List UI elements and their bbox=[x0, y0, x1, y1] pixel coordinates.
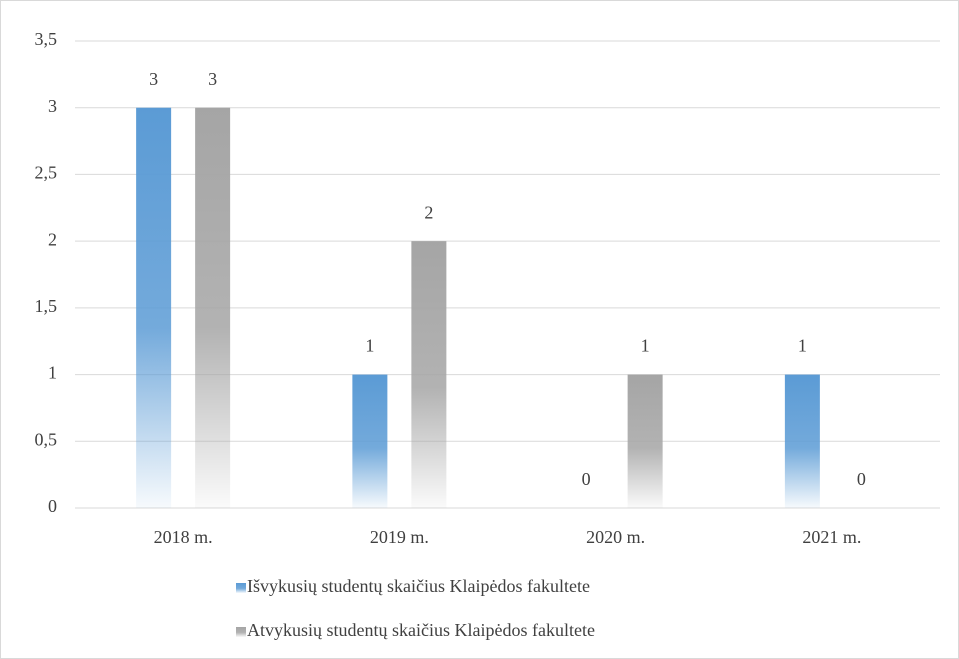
data-label: 0 bbox=[857, 469, 866, 489]
data-label: 0 bbox=[582, 469, 591, 489]
y-tick-label: 1,5 bbox=[35, 296, 58, 316]
bar bbox=[136, 107, 172, 508]
data-label: 3 bbox=[149, 69, 158, 89]
y-tick-label: 3 bbox=[48, 96, 57, 116]
legend-swatch bbox=[236, 583, 246, 593]
y-tick-label: 1 bbox=[48, 363, 57, 383]
y-tick-label: 0,5 bbox=[35, 429, 58, 449]
x-tick-label: 2018 m. bbox=[154, 527, 213, 547]
legend-swatch bbox=[236, 627, 246, 637]
bar bbox=[195, 107, 231, 508]
y-tick-label: 2 bbox=[48, 229, 57, 249]
y-tick-label: 0 bbox=[48, 496, 57, 516]
x-tick-label: 2019 m. bbox=[370, 527, 429, 547]
y-tick-label: 2,5 bbox=[35, 163, 58, 183]
data-label: 1 bbox=[365, 336, 374, 356]
x-tick-label: 2021 m. bbox=[802, 527, 861, 547]
data-label: 3 bbox=[208, 69, 217, 89]
legend-label: Atvykusių studentų skaičius Klaipėdos fa… bbox=[247, 620, 595, 640]
bar bbox=[352, 374, 388, 508]
y-tick-label: 3,5 bbox=[35, 29, 58, 49]
legend-label: Išvykusių studentų skaičius Klaipėdos fa… bbox=[247, 576, 590, 596]
data-label: 1 bbox=[641, 336, 650, 356]
bar bbox=[784, 374, 820, 508]
bar bbox=[627, 374, 663, 508]
data-label: 2 bbox=[424, 202, 433, 222]
data-label: 1 bbox=[798, 336, 807, 356]
bar bbox=[411, 241, 447, 508]
x-tick-label: 2020 m. bbox=[586, 527, 645, 547]
